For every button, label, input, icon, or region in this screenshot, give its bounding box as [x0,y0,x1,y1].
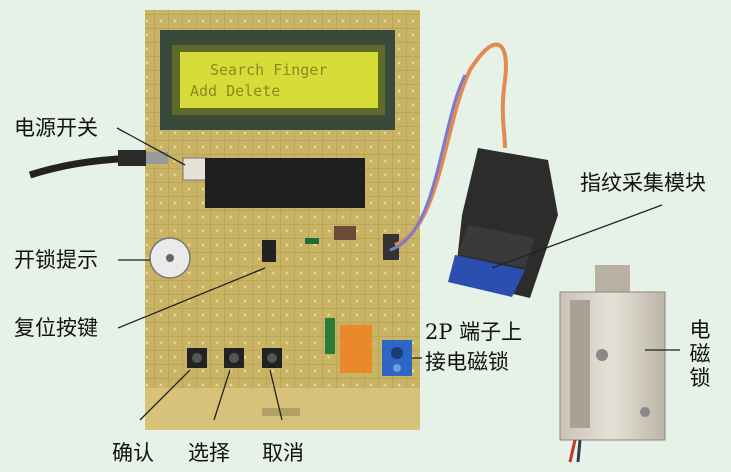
power-switch [182,157,208,181]
label-terminal-line1: 2P 端子上 [425,320,523,344]
label-power-switch: 电源开关 [14,116,98,140]
callout-lines [116,127,680,421]
label-solenoid-char: 磁 [689,342,711,367]
solenoid-lock [559,265,666,463]
label-solenoid-lock: 电 磁 锁 [688,318,712,390]
label-solenoid-char: 锁 [689,366,711,391]
sensor-cable [389,42,508,252]
lcd-module: Search Finger Add Delete [160,30,395,130]
lcd-screen [180,52,378,108]
label-reset-button: 复位按键 [14,316,98,340]
label-cancel: 取消 [262,441,304,465]
label-terminal-line2: 接电磁锁 [425,350,509,374]
fingerprint-module [448,148,558,298]
relay [340,325,372,373]
mcu-chip [205,158,365,208]
label-confirm: 确认 [112,441,154,465]
power-cable [28,150,168,179]
label-unlock-indicator: 开锁提示 [14,248,98,272]
label-fingerprint-module: 指纹采集模块 [580,171,706,195]
label-select: 选择 [188,441,230,465]
label-solenoid-char: 电 [689,318,711,342]
lcd-line2: Add Delete [190,82,280,100]
reset-component [262,240,276,262]
lcd-line1: Search Finger [210,61,327,79]
